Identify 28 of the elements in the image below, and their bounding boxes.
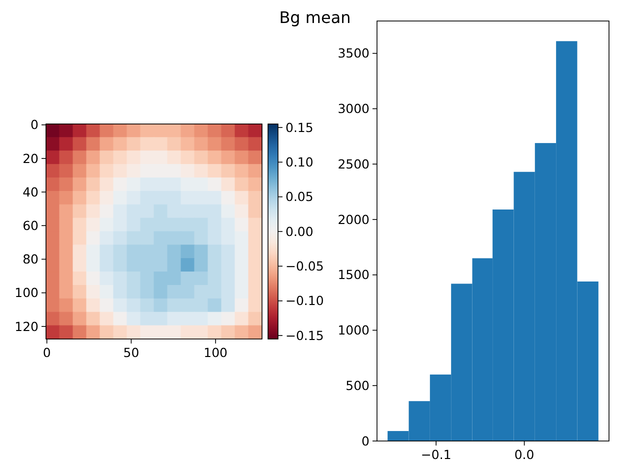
y-tick-label: 2000 xyxy=(338,212,370,227)
y-tick-label: 0 xyxy=(30,117,39,132)
chart-title: Bg mean xyxy=(279,8,351,27)
y-tick-label: 1000 xyxy=(338,322,370,338)
x-tick-label: −0.1 xyxy=(420,447,452,462)
y-tick-label: 60 xyxy=(22,218,39,233)
color-bar-label: 0.00 xyxy=(286,224,314,239)
x-tick-label: 50 xyxy=(123,345,140,360)
x-tick-label: 100 xyxy=(204,345,228,360)
y-tick-label: 2500 xyxy=(338,156,370,172)
color-bar-label: −0.05 xyxy=(286,258,324,274)
y-tick-label: 120 xyxy=(14,318,39,334)
x-tick-label: 0.0 xyxy=(514,447,534,462)
y-tick-label: 3500 xyxy=(338,46,370,61)
y-tick-label: 3000 xyxy=(338,101,370,116)
y-tick-label: 80 xyxy=(22,252,39,267)
color-bar-label: −0.10 xyxy=(286,293,324,308)
y-tick-label: 20 xyxy=(22,150,39,166)
x-tick-label: 0 xyxy=(42,345,51,360)
color-bar-label: −0.15 xyxy=(286,328,324,343)
y-tick-label: 1500 xyxy=(338,267,370,282)
color-bar-label: 0.05 xyxy=(286,189,314,204)
y-tick-label: 100 xyxy=(14,285,39,300)
y-tick-label: 0 xyxy=(362,433,370,448)
y-tick-label: 40 xyxy=(22,184,39,200)
color-bar-label: 0.10 xyxy=(286,154,314,170)
y-tick-label: 500 xyxy=(346,378,370,393)
color-bar-label: 0.15 xyxy=(286,120,314,135)
